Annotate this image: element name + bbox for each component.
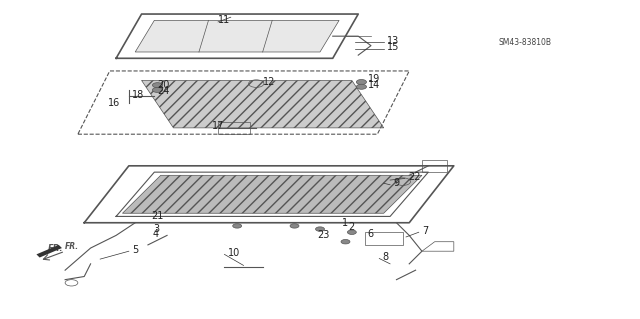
- Circle shape: [348, 230, 356, 234]
- Text: 10: 10: [228, 248, 241, 258]
- Text: 16: 16: [108, 98, 121, 108]
- Text: 24: 24: [157, 86, 170, 96]
- Text: FR.: FR.: [48, 243, 63, 253]
- Text: 18: 18: [132, 90, 144, 100]
- Text: 13: 13: [387, 36, 399, 46]
- Polygon shape: [122, 175, 422, 213]
- Polygon shape: [141, 80, 384, 128]
- Text: SM43-83810B: SM43-83810B: [499, 38, 552, 47]
- Text: 23: 23: [317, 230, 329, 241]
- Text: 11: 11: [218, 15, 230, 26]
- Text: 21: 21: [151, 211, 163, 221]
- Text: 19: 19: [368, 74, 380, 84]
- Polygon shape: [36, 245, 62, 257]
- Circle shape: [152, 87, 163, 93]
- Circle shape: [152, 83, 163, 88]
- Text: 3: 3: [153, 224, 159, 234]
- Polygon shape: [135, 20, 339, 52]
- Circle shape: [341, 240, 350, 244]
- Circle shape: [356, 79, 367, 85]
- Circle shape: [290, 224, 299, 228]
- Text: 15: 15: [387, 42, 399, 52]
- Text: 9: 9: [394, 178, 399, 188]
- Circle shape: [316, 227, 324, 231]
- Text: 1: 1: [342, 218, 348, 228]
- Text: 5: 5: [132, 245, 138, 255]
- Text: 7: 7: [422, 226, 428, 236]
- Text: 12: 12: [262, 77, 275, 87]
- Text: 6: 6: [368, 229, 374, 239]
- Text: FR.: FR.: [65, 242, 79, 251]
- Text: 8: 8: [383, 252, 388, 262]
- Text: 4: 4: [153, 229, 159, 239]
- Circle shape: [356, 84, 367, 89]
- Text: 17: 17: [212, 121, 224, 131]
- Text: 14: 14: [368, 80, 380, 90]
- Text: 20: 20: [157, 80, 170, 90]
- Text: 22: 22: [408, 172, 420, 182]
- Text: 2: 2: [349, 222, 355, 233]
- Circle shape: [233, 224, 242, 228]
